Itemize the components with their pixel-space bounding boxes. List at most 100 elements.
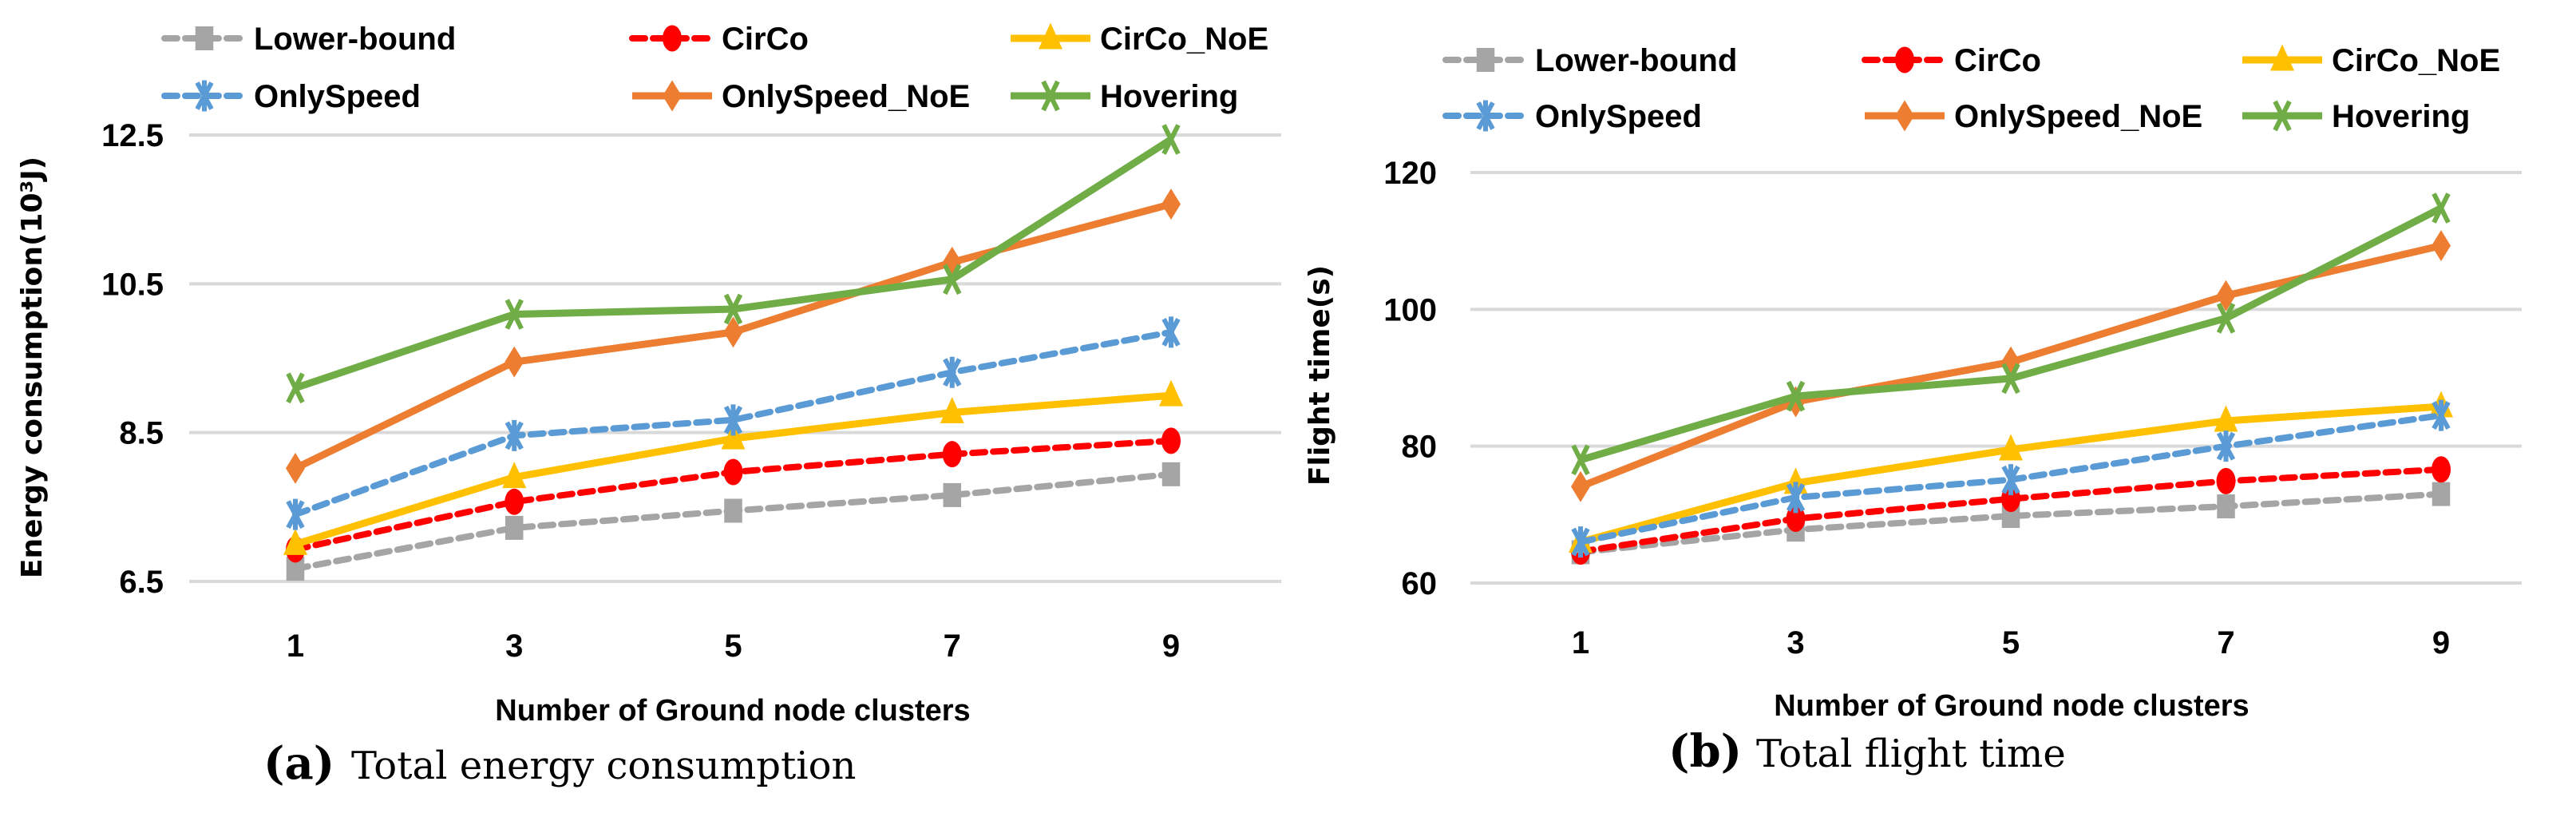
legend-marker-icon (663, 25, 682, 52)
y-tick-label: 8.5 (119, 416, 164, 451)
legend-label: Hovering (1100, 79, 1238, 114)
data-point-marker (505, 515, 524, 540)
y-tick-label: 10.5 (101, 267, 164, 302)
legend-label: OnlySpeed_NoE (1954, 99, 2202, 134)
data-point-marker (724, 498, 742, 523)
data-point-marker (2432, 482, 2451, 506)
data-point-marker (1161, 124, 1181, 155)
caption-a: Total energy consumption (351, 744, 856, 788)
legend-marker-icon (2270, 44, 2294, 71)
x-tick-label: 1 (1572, 625, 1589, 660)
y-axis-label-b: Flight time(s) (1304, 265, 1336, 486)
data-point-marker (943, 482, 961, 507)
data-point-marker (1786, 380, 1806, 412)
data-point-marker (2217, 494, 2235, 519)
data-point-marker (286, 452, 305, 484)
legend-item: Lower-bound (1442, 43, 1737, 78)
data-point-marker (505, 419, 524, 451)
x-tick-label: 1 (287, 629, 304, 664)
data-point-marker (943, 356, 962, 388)
y-tick-label: 60 (1402, 566, 1438, 601)
legend-marker-icon (1041, 80, 1060, 112)
legend-item: Hovering (1011, 79, 1238, 114)
series-line (292, 437, 1174, 553)
legend-label: Lower-bound (254, 22, 456, 57)
data-point-marker (286, 372, 305, 404)
caption-letter-a: (a) (263, 737, 334, 790)
data-point-marker (2214, 405, 2238, 432)
data-point-marker (502, 462, 527, 489)
legend-label: CirCo (722, 22, 809, 57)
data-point-marker (2432, 399, 2451, 431)
data-point-marker (1161, 316, 1181, 348)
legend-label: Hovering (2332, 99, 2470, 134)
y-tick-label: 80 (1402, 430, 1438, 465)
data-point-marker (2432, 456, 2451, 483)
x-tick-label: 3 (1787, 625, 1804, 660)
data-point-marker (286, 557, 305, 581)
series-hovering (1571, 192, 2451, 476)
legend-item: CirCo (629, 22, 809, 57)
legend-marker-icon (1039, 22, 1062, 50)
series-hovering (286, 124, 1181, 404)
data-point-marker (1161, 188, 1181, 220)
data-point-marker (2001, 363, 2020, 395)
legend-item: OnlySpeed_NoE (632, 79, 970, 114)
legend-marker-icon (1895, 46, 1914, 73)
data-point-marker (505, 299, 524, 330)
x-tick-label: 7 (2217, 625, 2234, 660)
x-tick-label: 3 (505, 629, 523, 664)
x-axis-label-b: Number of Ground node clusters (1774, 689, 2249, 723)
legend-label: OnlySpeed_NoE (722, 79, 970, 114)
data-point-marker (723, 458, 743, 486)
data-point-marker (721, 422, 746, 450)
legend-marker-icon (1895, 100, 1914, 132)
legend-item: OnlySpeed (1442, 99, 1702, 134)
data-point-marker (2432, 192, 2451, 224)
x-tick-label: 7 (944, 629, 961, 664)
series-onlyspeed (286, 316, 1181, 530)
x-tick-label: 9 (1162, 629, 1180, 664)
energy-chart: (a) Total energy consumption Number of G… (16, 22, 1281, 790)
x-axis-label-a: Number of Ground node clusters (495, 694, 970, 728)
data-point-marker (940, 397, 964, 424)
legend-label: OnlySpeed (254, 79, 421, 114)
legend-marker-icon (1476, 100, 1495, 132)
legend-item: Hovering (2242, 99, 2470, 134)
series-onlyspeed (1571, 399, 2451, 558)
data-point-marker (723, 404, 743, 436)
data-point-marker (2216, 467, 2236, 494)
data-point-marker (1161, 462, 1181, 486)
data-point-marker (1999, 434, 2023, 461)
series-line (294, 136, 1173, 392)
legend-item: CirCo_NoE (2242, 43, 2500, 78)
x-tick-label: 9 (2432, 625, 2450, 660)
y-tick-label: 6.5 (119, 565, 164, 600)
data-point-marker (723, 316, 743, 348)
legend-marker-icon (663, 80, 682, 112)
data-point-marker (2001, 464, 2020, 496)
data-point-marker (1161, 427, 1181, 454)
legend-item: Lower-bound (161, 22, 456, 57)
legend-item: OnlySpeed (161, 79, 421, 114)
data-point-marker (283, 528, 307, 555)
data-point-marker (505, 488, 524, 515)
y-tick-label: 100 (1383, 292, 1437, 327)
legend-marker-icon (195, 80, 214, 112)
legend-label: OnlySpeed (1535, 99, 1702, 134)
data-point-marker (505, 346, 524, 378)
data-point-marker (1571, 526, 1590, 558)
data-point-marker (723, 293, 743, 325)
data-point-marker (1786, 505, 1806, 532)
series-line (1577, 490, 2444, 556)
legend-label: CirCo_NoE (1100, 22, 1268, 57)
series-circo-noe (283, 379, 1183, 555)
data-point-marker (1571, 470, 1590, 502)
y-tick-label: 120 (1383, 156, 1437, 191)
data-point-marker (942, 441, 962, 468)
data-point-marker (1159, 379, 1183, 407)
legend-item: OnlySpeed_NoE (1865, 99, 2202, 134)
legend-label: CirCo_NoE (2332, 43, 2500, 78)
legend-marker-icon (195, 26, 214, 50)
